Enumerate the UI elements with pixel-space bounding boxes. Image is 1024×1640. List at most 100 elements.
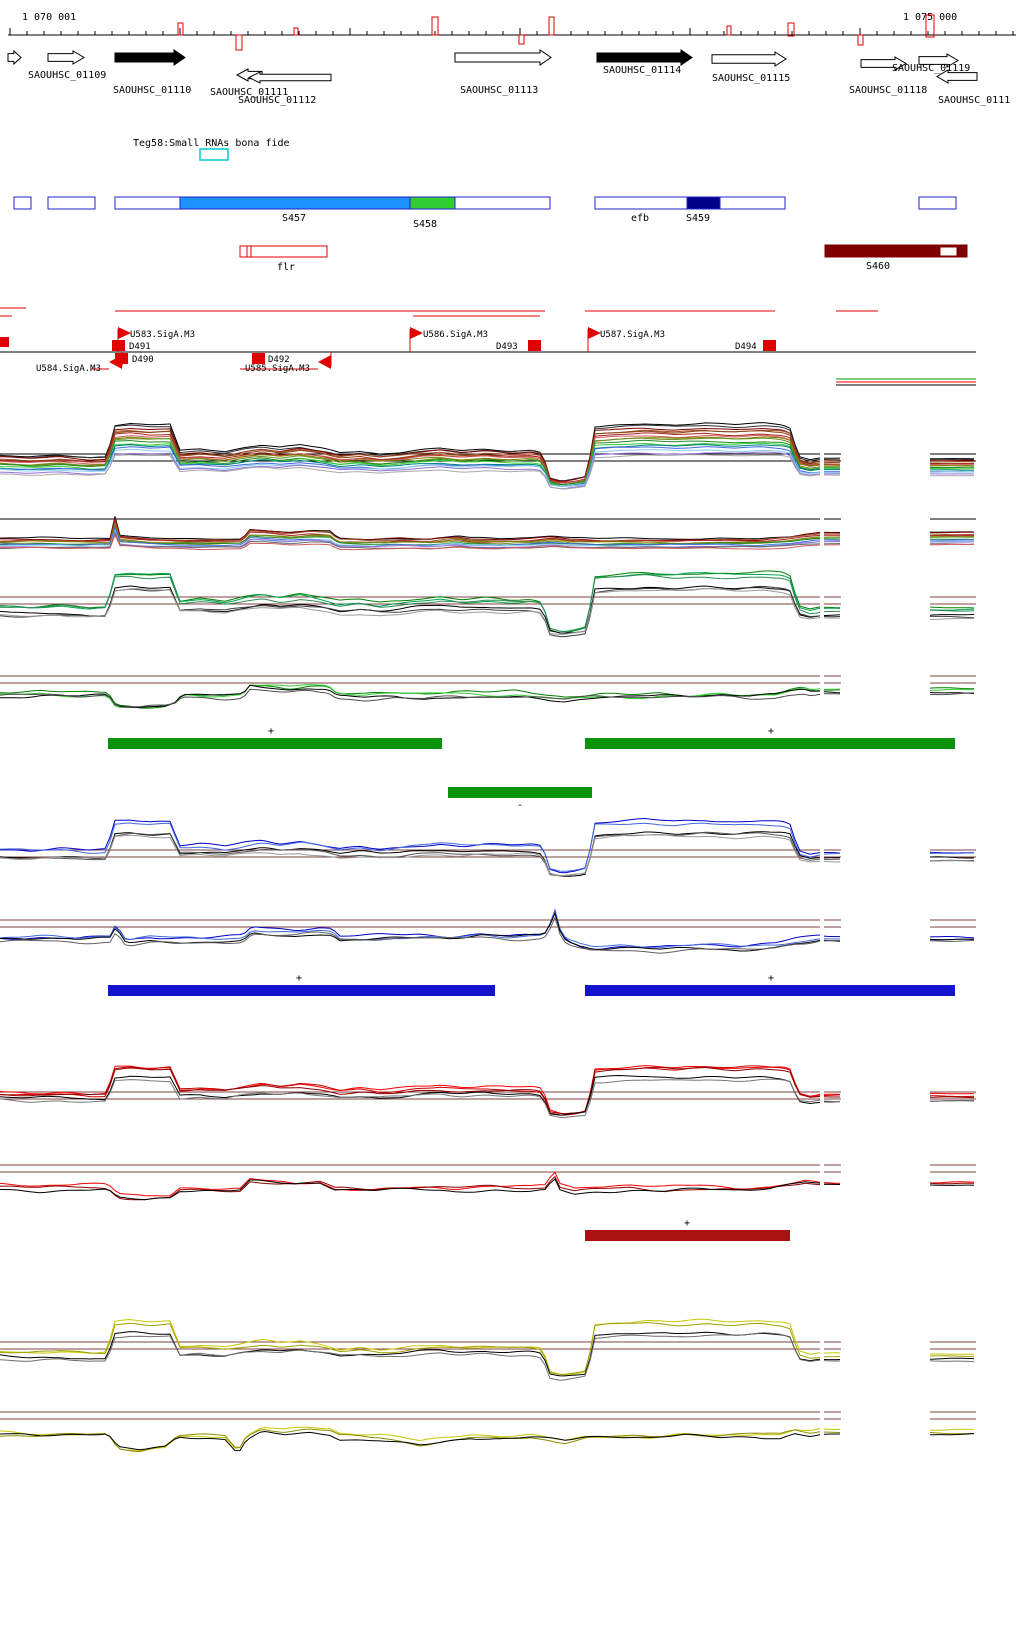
- coverage-track-mixed-sense: [0, 422, 976, 490]
- srna-label: S459: [686, 213, 710, 224]
- terminator-box[interactable]: [112, 340, 125, 351]
- srna-segment[interactable]: [179, 196, 411, 210]
- coverage-line: [0, 516, 821, 541]
- gene-arrow[interactable]: [454, 49, 552, 66]
- expression-bar[interactable]: [585, 985, 955, 996]
- expression-bar[interactable]: [108, 738, 442, 749]
- coverage-track-blue-antisense: [0, 908, 976, 954]
- srna-label: S458: [413, 219, 437, 230]
- coverage-line: [0, 434, 821, 484]
- coverage-line: [929, 1181, 975, 1184]
- coverage-line: [929, 1096, 975, 1099]
- gene-arrow[interactable]: [7, 49, 22, 66]
- gene-arrow[interactable]: [247, 71, 332, 84]
- tss-flag-up[interactable]: [118, 327, 131, 339]
- ruler-feature[interactable]: [548, 16, 555, 36]
- strand-sign: +: [768, 726, 774, 737]
- teg58-box[interactable]: [199, 148, 229, 161]
- expression-bar[interactable]: [108, 985, 495, 996]
- expression-bar[interactable]: [585, 738, 955, 749]
- tss-flag-down[interactable]: [318, 355, 331, 369]
- ruler-feature[interactable]: [293, 27, 299, 36]
- srna-box[interactable]: [47, 196, 96, 210]
- coverage-line: [0, 1065, 821, 1115]
- terminator-label: D492: [268, 355, 290, 365]
- coverage-line: [929, 606, 975, 609]
- gene-arrow[interactable]: [596, 49, 693, 66]
- srna-label: S457: [282, 213, 306, 224]
- coverage-line: [823, 852, 841, 855]
- tss-flag-label: U587.SigA.M3: [600, 330, 665, 340]
- ruler-end-label: 1 075 000: [903, 12, 957, 23]
- ruler-feature[interactable]: [925, 14, 935, 38]
- coverage-line: [823, 940, 840, 942]
- strand-sign: +: [768, 973, 774, 984]
- terminator-box[interactable]: [0, 337, 9, 347]
- terminator-label: D494: [735, 342, 757, 352]
- coverage-track-mixed-antisense: [0, 516, 976, 551]
- terminator-box[interactable]: [115, 353, 128, 364]
- coverage-track-red-antisense: [0, 1164, 976, 1201]
- gene-arrow[interactable]: [47, 50, 85, 65]
- gene-arrow[interactable]: [936, 69, 978, 84]
- ruler-feature[interactable]: [518, 34, 525, 45]
- coverage-line: [930, 1095, 975, 1098]
- coverage-line: [0, 429, 821, 484]
- coverage-line: [929, 1360, 975, 1363]
- ruler-feature[interactable]: [235, 34, 243, 51]
- strand-sign: +: [296, 973, 302, 984]
- gene-arrow[interactable]: [711, 51, 787, 67]
- coverage-track-blue-sense: [0, 817, 976, 877]
- ruler-feature[interactable]: [857, 34, 864, 46]
- tss-flag-up[interactable]: [410, 327, 423, 339]
- s460-box[interactable]: [824, 244, 968, 258]
- coverage-line: [0, 1066, 821, 1115]
- coverage-line: [0, 1171, 821, 1197]
- coverage-line: [929, 533, 975, 536]
- coverage-line: [0, 430, 821, 484]
- ruler-feature[interactable]: [787, 22, 795, 37]
- coverage-tracks: [0, 422, 976, 1453]
- coverage-line: [0, 1065, 821, 1116]
- ruler-feature[interactable]: [726, 25, 732, 36]
- srna-segment[interactable]: [409, 196, 456, 210]
- srna-box[interactable]: [13, 196, 32, 210]
- coverage-line: [930, 471, 975, 473]
- gene-arrow[interactable]: [114, 49, 186, 66]
- coverage-line: [0, 422, 821, 482]
- coverage-line: [823, 1182, 841, 1184]
- coverage-line: [929, 1428, 975, 1431]
- coverage-line: [0, 1178, 821, 1201]
- srna-box[interactable]: [918, 196, 957, 210]
- coverage-line: [929, 940, 975, 942]
- coverage-line: [929, 938, 975, 941]
- coverage-line: [0, 911, 821, 952]
- coverage-line: [929, 860, 975, 862]
- ruler-feature[interactable]: [177, 22, 184, 36]
- srna-segment[interactable]: [686, 196, 721, 210]
- gene-arrow[interactable]: [860, 56, 907, 71]
- coverage-line: [0, 831, 821, 877]
- coverage-line: [0, 427, 821, 482]
- gene-label: SAOUHSC_01115: [712, 73, 790, 84]
- coverage-line: [823, 860, 840, 863]
- teg58-row: Teg58:Small RNAs bona fide: [133, 138, 290, 161]
- expression-bar[interactable]: [448, 787, 592, 798]
- tss-flag-up[interactable]: [588, 327, 601, 339]
- terminator-box[interactable]: [252, 353, 265, 364]
- coverage-line: [824, 852, 841, 854]
- coverage-line: [0, 574, 821, 633]
- s460-feature: S460: [824, 244, 968, 272]
- gene-arrow[interactable]: [918, 53, 959, 68]
- ruler-feature[interactable]: [431, 16, 439, 36]
- coverage-line: [929, 936, 975, 939]
- teg58-label: Teg58:Small RNAs bona fide: [133, 138, 290, 149]
- flr-box[interactable]: [239, 245, 328, 258]
- coverage-line: [929, 1357, 975, 1360]
- terminator-box[interactable]: [763, 340, 776, 351]
- terminator-box[interactable]: [528, 340, 541, 351]
- ruler-start-label: 1 070 001: [22, 12, 76, 23]
- expression-bar[interactable]: [585, 1230, 790, 1241]
